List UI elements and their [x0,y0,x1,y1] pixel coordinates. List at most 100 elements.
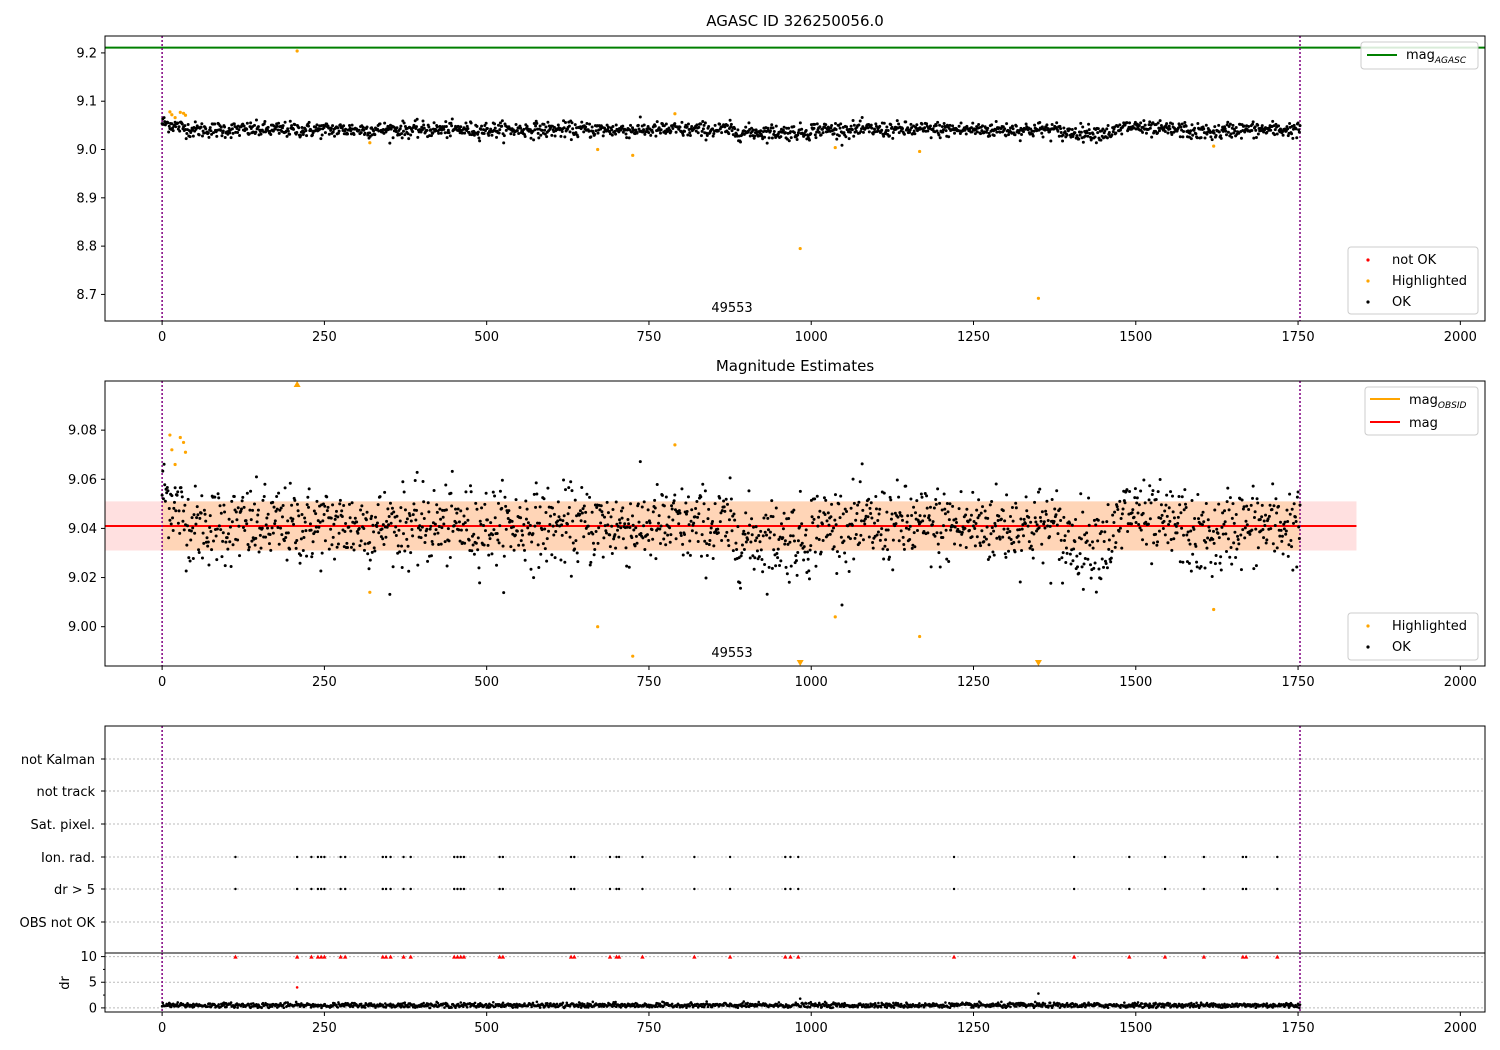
ok-point [1112,520,1116,524]
ok-point [1225,500,1229,504]
ok-point [1152,541,1156,545]
obsid-annotation-2: 49553 [711,646,752,661]
ok-point [759,529,763,533]
ok-point [429,128,433,132]
ok-point [423,541,427,545]
ok-point [906,514,910,518]
ok-point [1054,513,1058,517]
ok-point [975,508,979,512]
ok-point [757,534,761,538]
ok-point [610,524,614,528]
ok-point [1150,493,1154,497]
ok-point [964,545,968,549]
dr-point [619,1006,623,1009]
ok-point [496,538,500,542]
ok-point [614,123,618,127]
ok-point [990,500,994,504]
ok-point [370,514,374,518]
ok-point [286,531,290,535]
ok-point [307,124,311,128]
dr-point [655,1005,659,1008]
ok-point [332,522,336,526]
ok-point [1268,503,1272,507]
ok-point [1072,547,1076,551]
ok-point [725,123,729,127]
ok-point [387,515,391,519]
dr-point [873,1002,877,1005]
ok-point [851,477,855,481]
ok-point [277,542,281,546]
ok-point [803,550,807,554]
p2-xtick-label: 1250 [957,675,990,690]
ok-point [626,518,630,522]
ok-point [1005,531,1009,535]
ok-point [310,555,314,559]
ok-point [686,133,690,137]
ok-point [850,523,854,527]
ok-point [1244,519,1248,523]
ok-point [442,127,446,131]
flag-point [617,887,621,891]
ok-point [1156,121,1160,125]
ok-point [1017,540,1021,544]
ok-point [1114,541,1118,545]
ok-point [854,518,858,522]
ok-point [550,133,554,137]
ok-point [1148,484,1152,488]
ok-point [192,513,196,517]
ok-point [478,139,482,143]
ok-point [1298,503,1302,507]
p2-ytick-label: 9.04 [68,522,97,537]
ok-point [681,133,685,137]
highlighted-point [183,450,188,454]
ok-point [1038,515,1042,519]
ok-point [1228,555,1232,559]
ok-point [471,543,475,547]
ok-point [483,529,487,533]
ok-point [445,564,449,568]
ok-point [1096,539,1100,543]
ok-point [264,130,268,134]
ok-point [264,535,268,539]
ok-point [758,540,762,544]
ok-point [1045,123,1049,127]
ok-point [771,515,775,519]
ok-point [1034,520,1038,524]
ok-point [320,551,324,555]
ok-point [683,129,687,133]
ok-point [915,499,919,503]
ok-point [373,549,377,553]
ok-point [1055,121,1059,125]
ok-point [976,516,980,520]
ok-point [590,125,594,129]
ok-point [459,528,463,532]
ok-point [664,543,668,547]
ok-point [908,524,912,528]
ok-point [711,520,715,524]
ok-point [191,134,195,138]
ok-point [726,538,730,542]
ok-point [313,530,317,534]
ok-point [333,134,337,138]
ok-point [1214,554,1218,558]
ok-point [1170,122,1174,126]
ok-point [1154,497,1158,501]
ok-point [763,135,767,139]
ok-point [281,124,285,128]
ok-point [846,535,850,539]
ok-point [1214,134,1218,138]
ok-point [365,510,369,514]
ok-point [597,526,601,530]
legend-label-ok: OK [1392,295,1411,310]
ok-point [909,497,913,501]
legend-mag-lines: magOBSID mag [1364,386,1479,436]
ok-point [367,567,371,571]
ok-point [235,518,239,522]
ok-point [989,532,993,536]
ok-point [1164,503,1168,507]
ok-point [1116,507,1120,511]
ok-point [498,489,502,493]
ok-point [837,554,841,558]
ok-point [733,127,737,131]
ok-point [285,134,289,138]
